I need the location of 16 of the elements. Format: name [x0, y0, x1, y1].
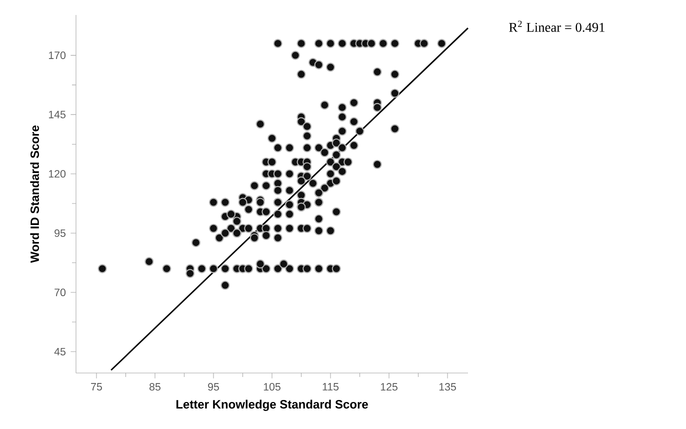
- y-tick-label: 45: [54, 348, 66, 356]
- x-tick-label: 135: [439, 383, 456, 391]
- x-tick-label: 95: [208, 383, 219, 391]
- x-tick-label: 105: [264, 383, 280, 391]
- x-axis-title: Letter Knowledge Standard Score: [176, 400, 368, 411]
- y-tick-label: 95: [54, 229, 66, 237]
- x-tick-label: 85: [150, 383, 160, 391]
- y-tick-label: 145: [48, 110, 66, 118]
- y-tick-label: 70: [54, 288, 66, 296]
- x-tick-label: 75: [91, 383, 102, 390]
- x-tick-label: 115: [322, 383, 339, 390]
- y-axis-title: Word ID Standard Score: [30, 126, 40, 263]
- text: R$^{2}$ Linear = 0.491: [509, 20, 604, 32]
- x-tick-label: 125: [380, 383, 398, 391]
- y-tick-label: 120: [48, 170, 66, 178]
- y-tick-label: 170: [48, 52, 66, 60]
